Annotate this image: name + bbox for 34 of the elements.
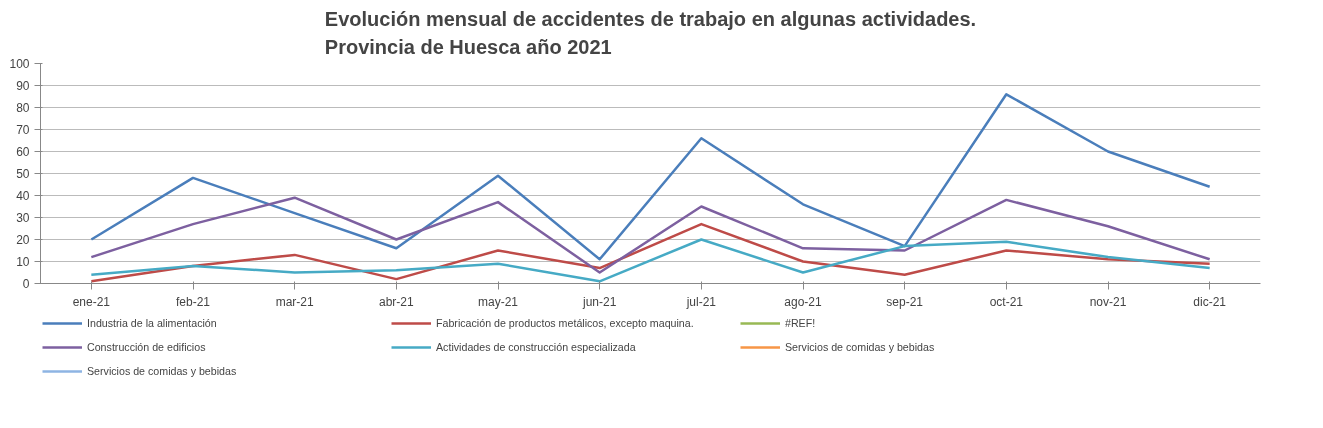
x-tick-label: may-21 bbox=[477, 294, 519, 309]
y-tick-label: 70 bbox=[16, 123, 30, 137]
y-tick-label: 80 bbox=[16, 101, 30, 115]
legend-label: Industria de la alimentación bbox=[87, 317, 218, 329]
x-tick-label: sep-21 bbox=[886, 294, 924, 309]
y-tick-label: 20 bbox=[16, 233, 30, 247]
legend-label: #REF! bbox=[785, 317, 817, 329]
line-series bbox=[90, 196, 1211, 274]
x-tick-label: jul-21 bbox=[685, 294, 717, 309]
legend-label: Servicios de comidas y bebidas bbox=[785, 341, 936, 353]
x-tick-label: ago-21 bbox=[784, 294, 823, 309]
x-tick-label: abr-21 bbox=[378, 294, 414, 309]
legend-label: Fabricación de productos metálicos, excepto maquina. bbox=[436, 317, 695, 329]
legend-label: Servicios de comidas y bebidas bbox=[87, 365, 238, 377]
x-tick-label: nov-21 bbox=[1089, 294, 1127, 309]
x-tick-label: oct-21 bbox=[989, 294, 1024, 309]
x-tick-label: mar-21 bbox=[275, 294, 314, 309]
y-tick-label: 100 bbox=[9, 57, 30, 71]
y-tick-label: 40 bbox=[16, 189, 30, 203]
legend-label: Construcción de edificios bbox=[87, 341, 207, 353]
y-tick-label: 60 bbox=[16, 145, 30, 159]
x-tick-label: dic-21 bbox=[1193, 294, 1227, 309]
line-series bbox=[90, 238, 1211, 283]
legend-label: Actividades de construcción especializada bbox=[436, 341, 637, 353]
chart-title: Evolución mensual de accidentes de trabajo en algunas actividades. Provincia de Huesca año 2021 bbox=[324, 7, 977, 59]
y-tick-label: 50 bbox=[16, 167, 30, 181]
y-tick-label: 0 bbox=[22, 277, 30, 291]
x-tick-label: feb-21 bbox=[175, 294, 211, 309]
x-tick-label: ene-21 bbox=[72, 294, 111, 309]
x-tick-label: jun-21 bbox=[581, 294, 617, 309]
line-series bbox=[90, 93, 1211, 261]
y-tick-label: 90 bbox=[16, 79, 30, 93]
y-tick-label: 30 bbox=[16, 211, 30, 225]
y-tick-label: 10 bbox=[16, 255, 30, 269]
